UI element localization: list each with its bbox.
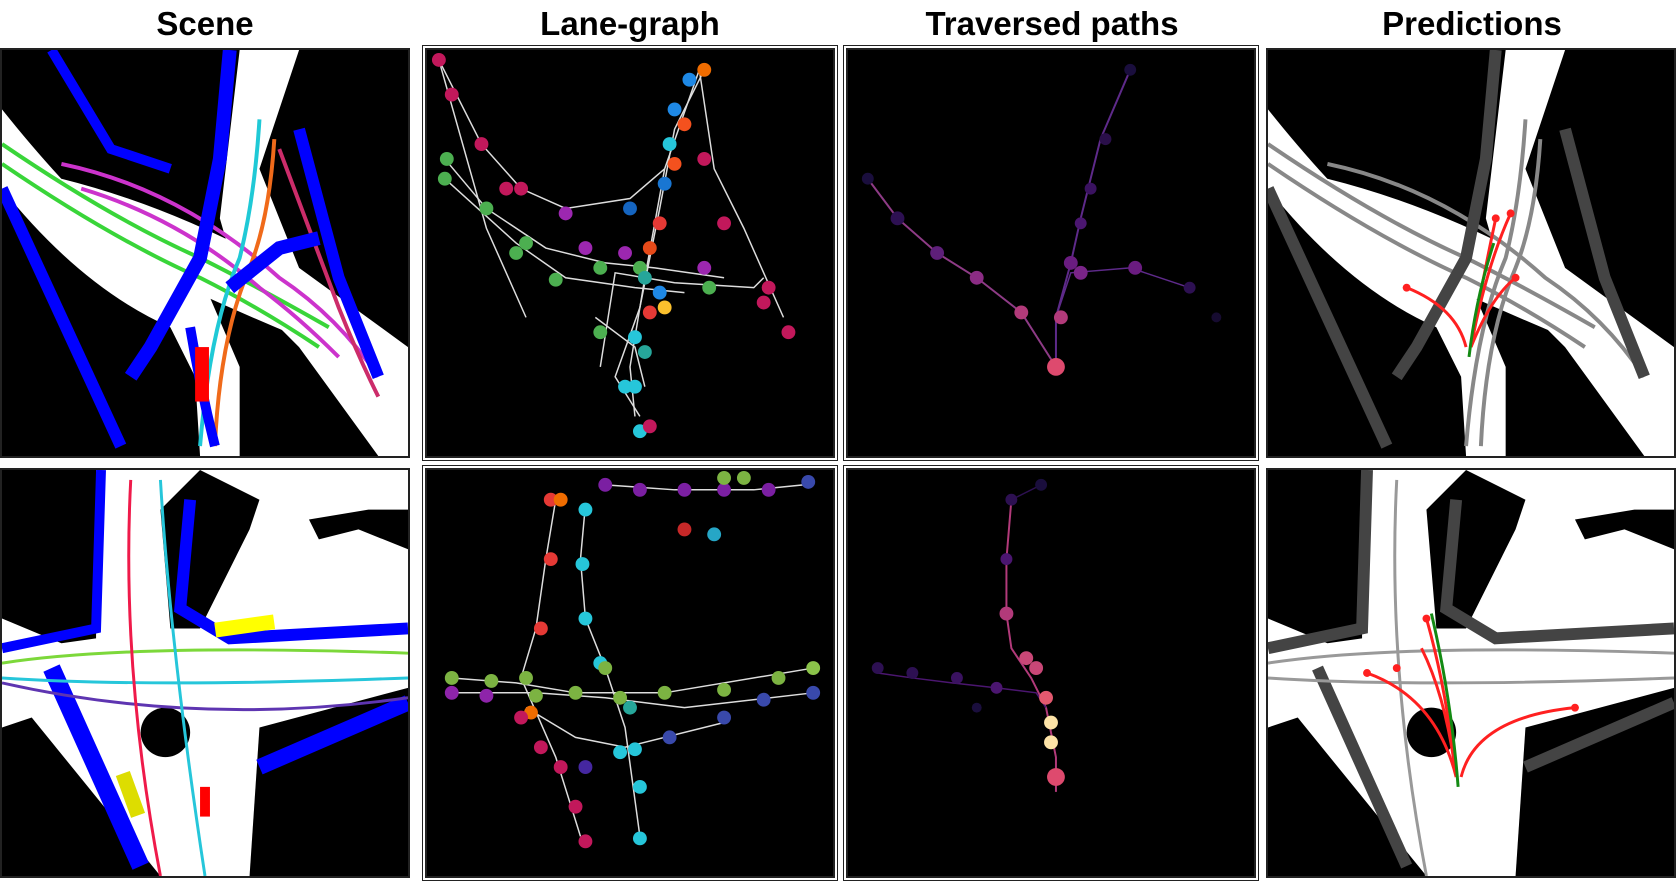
lane-graph-panel-1 [422,45,838,461]
scene-column-title: Scene [156,5,254,42]
traversed-paths-column-title: Traversed paths [925,5,1179,42]
predictions-column-title: Predictions [1382,5,1562,42]
lane-graph-2 [444,470,821,849]
lane-graph-1 [431,52,796,439]
predictions-map-1 [1268,50,1674,456]
agent-vehicle [195,347,209,402]
predictions-panel-1 [1266,48,1676,458]
scene-panel-1 [0,48,410,458]
lane-graph-panel-2 [422,465,838,881]
scene-panel-2 [0,468,410,878]
traversed-paths-2 [871,478,1065,792]
traversed-paths-panel-2 [843,465,1259,881]
traversed-paths-panel-1 [843,45,1259,461]
traversed-paths-1 [861,63,1222,376]
lane-graph-column-title: Lane-graph [540,5,720,42]
scene-map-1 [2,50,408,456]
scene-map-2 [2,470,408,876]
predictions-map-2 [1268,470,1674,876]
predictions-panel-2 [1266,468,1676,878]
